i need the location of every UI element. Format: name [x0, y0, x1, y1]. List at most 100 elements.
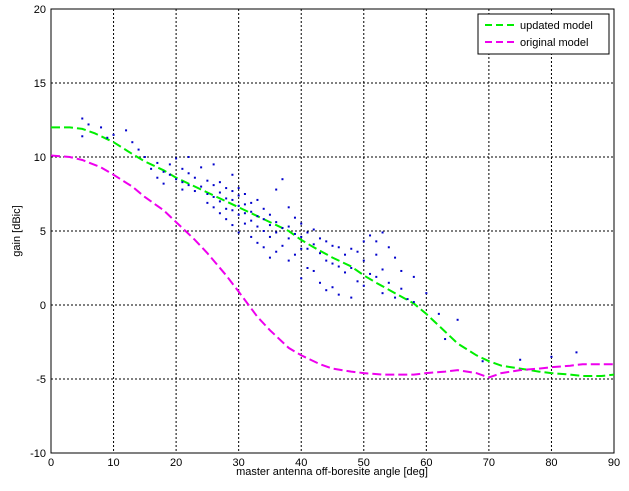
- data-point: [81, 135, 84, 138]
- data-point: [362, 259, 365, 262]
- data-point: [225, 197, 228, 200]
- x-tick-label: 80: [545, 457, 557, 469]
- data-point: [369, 234, 372, 237]
- data-point: [387, 281, 390, 284]
- data-point: [250, 201, 253, 204]
- data-point: [387, 246, 390, 249]
- legend-label-original: original model: [520, 37, 588, 49]
- data-point: [456, 318, 459, 321]
- data-point: [262, 246, 265, 249]
- data-point: [550, 355, 553, 358]
- data-point: [212, 195, 215, 198]
- data-point: [325, 259, 328, 262]
- data-point: [168, 163, 171, 166]
- measured-points: [81, 117, 578, 363]
- x-axis-label: master antenna off-boresite angle [deg]: [236, 466, 428, 478]
- data-point: [281, 244, 284, 247]
- data-point: [381, 231, 384, 234]
- data-point: [325, 289, 328, 292]
- data-point: [181, 167, 184, 170]
- series-line-1: [50, 154, 614, 379]
- data-point: [206, 193, 209, 195]
- data-point: [125, 129, 128, 132]
- data-point: [281, 178, 284, 181]
- y-tick-label: 15: [34, 78, 46, 90]
- data-point: [425, 292, 428, 295]
- x-tick-label: 30: [233, 457, 245, 469]
- data-point: [312, 269, 315, 272]
- x-tick-label: 40: [295, 457, 307, 469]
- data-point: [231, 209, 234, 212]
- data-point: [193, 176, 196, 179]
- data-point: [225, 218, 228, 221]
- y-tick-label: 10: [34, 152, 46, 164]
- x-tick-label: 60: [420, 457, 432, 469]
- data-point: [268, 235, 271, 238]
- y-tick-label: 0: [40, 300, 46, 312]
- data-point: [256, 215, 259, 218]
- data-point: [318, 252, 321, 255]
- data-point: [112, 133, 115, 136]
- data-point: [200, 166, 203, 169]
- data-point: [375, 275, 378, 278]
- data-point: [325, 240, 328, 243]
- x-tick-label: 90: [608, 457, 620, 469]
- data-point: [243, 212, 246, 215]
- data-point: [206, 201, 209, 204]
- data-point: [275, 221, 278, 224]
- data-point: [444, 338, 447, 341]
- data-point: [131, 141, 134, 144]
- data-point: [344, 253, 347, 256]
- data-point: [300, 277, 303, 280]
- data-point: [306, 247, 309, 250]
- data-point: [237, 213, 240, 216]
- data-point: [406, 298, 409, 301]
- data-point: [100, 126, 103, 129]
- data-point: [306, 267, 309, 269]
- y-tick-label: -5: [36, 374, 46, 386]
- data-point: [350, 296, 353, 299]
- data-point: [200, 185, 203, 188]
- data-point: [231, 224, 234, 227]
- data-point: [356, 250, 359, 253]
- data-point: [412, 301, 415, 304]
- data-point: [243, 222, 246, 225]
- data-point: [293, 232, 296, 235]
- data-point: [156, 176, 159, 179]
- x-axis-ticks: 0 10 20 30 40 50 60 70 80 90: [48, 457, 620, 469]
- data-point: [250, 235, 253, 238]
- legend-box: [477, 13, 610, 55]
- data-point: [400, 287, 403, 290]
- data-point: [381, 292, 384, 295]
- data-point: [243, 203, 246, 206]
- data-point: [337, 293, 340, 296]
- data-point: [362, 284, 365, 287]
- data-point: [237, 231, 240, 234]
- data-point: [225, 207, 228, 210]
- data-point: [150, 167, 153, 170]
- data-point: [519, 358, 522, 361]
- data-point: [275, 231, 278, 234]
- data-point: [287, 259, 290, 262]
- data-point: [306, 231, 309, 234]
- data-point: [218, 212, 221, 215]
- data-point: [575, 351, 578, 354]
- data-point: [237, 194, 240, 197]
- data-point: [318, 237, 321, 240]
- data-point: [137, 148, 140, 151]
- data-point: [187, 172, 190, 175]
- data-point: [394, 256, 397, 259]
- data-point: [331, 286, 334, 289]
- data-point: [312, 243, 315, 246]
- data-point: [250, 210, 253, 213]
- data-point: [362, 240, 365, 243]
- data-point: [394, 296, 397, 299]
- data-point: [162, 182, 165, 185]
- data-point: [293, 253, 296, 256]
- data-point: [218, 191, 221, 194]
- data-point: [300, 222, 303, 225]
- x-tick-label: 50: [358, 457, 370, 469]
- data-point: [162, 170, 165, 173]
- data-point: [181, 181, 184, 184]
- data-point: [331, 262, 334, 265]
